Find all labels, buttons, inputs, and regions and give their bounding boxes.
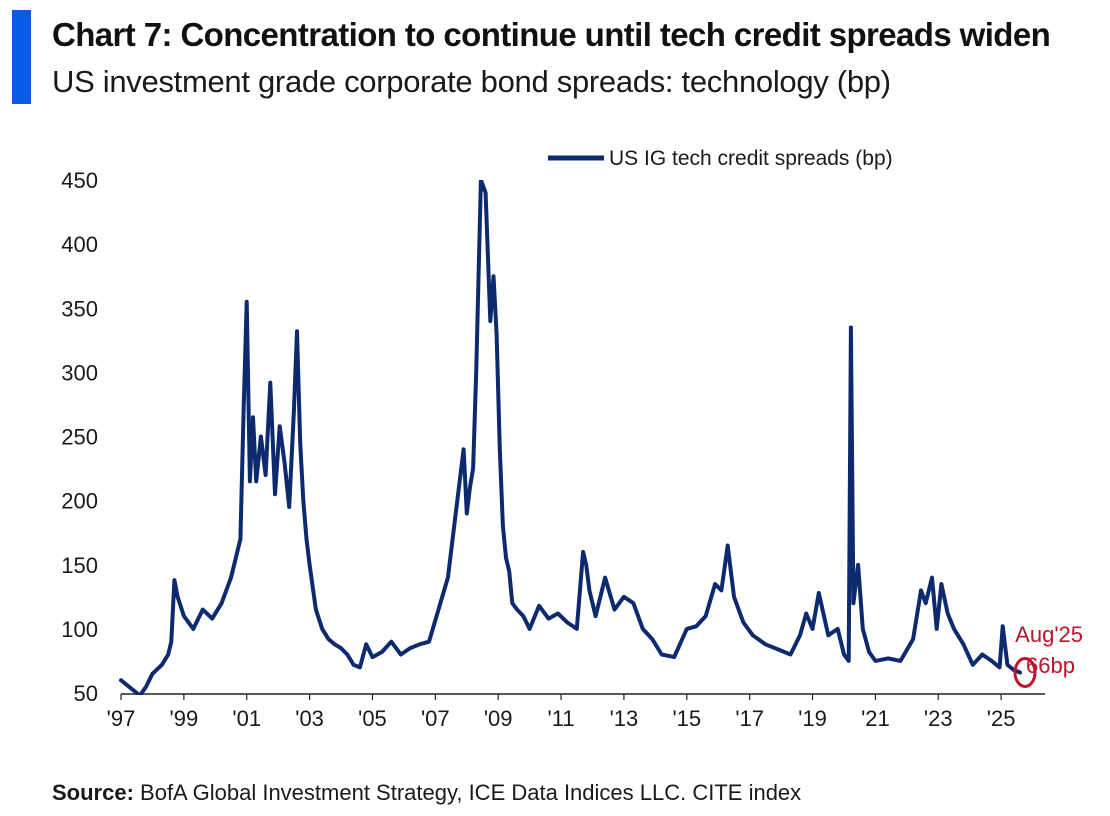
x-tick-label: '99: [170, 706, 199, 731]
x-tick-label: '25: [987, 706, 1016, 731]
chart-title: Chart 7: Concentration to continue until…: [52, 16, 1051, 53]
annotation-circle: [1013, 656, 1037, 688]
series-line: [119, 180, 1022, 695]
annotation-date: Aug'25: [1015, 622, 1083, 647]
x-tick-label: '01: [232, 706, 261, 731]
y-tick-label: 400: [61, 232, 98, 257]
source-label: Source:: [52, 780, 134, 805]
x-tick-label: '09: [484, 706, 513, 731]
y-tick-label: 200: [61, 489, 98, 514]
series-layer: [119, 180, 1022, 695]
y-tick-label: 250: [61, 425, 98, 450]
x-tick-label: '05: [358, 706, 387, 731]
x-axis: '97 '99 '01 '03 '05 '07 '09 '11 '13 '15 '17 '19 '21 '…: [107, 694, 1016, 731]
x-tick-label: '19: [798, 706, 827, 731]
y-tick-label: 100: [61, 617, 98, 642]
annotation-layer: Aug'25 66bp: [1013, 622, 1083, 688]
x-tick-label: '97: [107, 706, 136, 731]
legend: US IG tech credit spreads (bp): [548, 147, 893, 170]
x-tick-label: '17: [735, 706, 764, 731]
y-tick-label: 350: [61, 296, 98, 321]
y-tick-label: 300: [61, 360, 98, 385]
title-accent-bar: [12, 10, 31, 104]
y-tick-label: 50: [74, 681, 98, 706]
annotation-value: 66bp: [1026, 653, 1075, 678]
x-tick-label: '07: [421, 706, 450, 731]
y-tick-label: 150: [61, 553, 98, 578]
source-note: Source: BofA Global Investment Strategy,…: [52, 780, 801, 806]
x-tick-label: '15: [672, 706, 701, 731]
x-tick-label: '03: [295, 706, 324, 731]
y-axis: 50 100 150 200 250 300 350 400 450: [61, 168, 98, 706]
x-tick-label: '13: [610, 706, 639, 731]
y-tick-label: 450: [61, 168, 98, 193]
x-tick-label: '23: [924, 706, 953, 731]
chart-subtitle: US investment grade corporate bond sprea…: [52, 64, 891, 99]
legend-label: US IG tech credit spreads (bp): [609, 147, 893, 170]
x-tick-label: '11: [548, 706, 575, 731]
source-text: BofA Global Investment Strategy, ICE Dat…: [133, 780, 802, 805]
x-tick-label: '21: [861, 706, 890, 731]
